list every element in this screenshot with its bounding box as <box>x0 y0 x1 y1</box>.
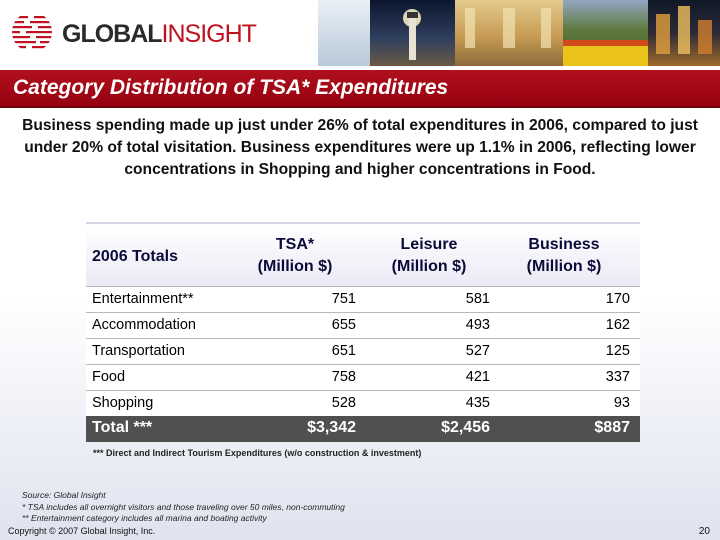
total-category: Total *** <box>92 419 153 436</box>
photo-strip <box>318 0 720 66</box>
header-business-label: Business <box>528 236 600 253</box>
table-footnote: *** Direct and Indirect Tourism Expendit… <box>93 448 422 458</box>
table-row: Shopping 528 435 93 <box>86 390 640 416</box>
header-tsa-label: TSA* <box>275 236 315 253</box>
row-tsa: 651 <box>331 343 356 359</box>
header-leisure-unit: (Million $) <box>391 258 467 275</box>
brand-name-light: INSIGHT <box>161 20 257 48</box>
row-leisure: 527 <box>465 343 490 359</box>
photo-city-night <box>648 0 720 66</box>
photo-sky <box>318 0 370 66</box>
row-category: Accommodation <box>92 317 196 333</box>
row-leisure: 493 <box>465 317 490 333</box>
brand-wordmark: GLOBALINSIGHT <box>62 20 257 48</box>
header-leisure-label: Leisure <box>400 236 458 253</box>
row-business: 337 <box>605 369 630 385</box>
row-business: 162 <box>605 317 630 333</box>
table-row: Entertainment** 751 581 170 <box>86 286 640 312</box>
source-notes: Source: Global Insight * TSA includes al… <box>22 490 345 525</box>
row-business: 170 <box>605 291 630 307</box>
row-category: Transportation <box>92 343 185 359</box>
total-tsa: $3,342 <box>307 419 356 436</box>
header-tsa-unit: (Million $) <box>257 258 333 275</box>
row-tsa: 655 <box>331 317 356 333</box>
row-category: Entertainment** <box>92 291 194 307</box>
photo-ballroom <box>455 0 563 66</box>
copyright: Copyright © 2007 Global Insight, Inc. <box>8 526 156 536</box>
title-bar: Category Distribution of TSA* Expenditur… <box>0 70 720 108</box>
row-leisure: 421 <box>465 369 490 385</box>
header-business-unit: (Million $) <box>526 258 602 275</box>
row-leisure: 435 <box>465 395 490 411</box>
row-business: 93 <box>613 395 630 411</box>
table-row: Transportation 651 527 125 <box>86 338 640 364</box>
row-leisure: 581 <box>465 291 490 307</box>
total-row: Total *** $3,342 $2,456 $887 <box>86 416 640 442</box>
row-category: Food <box>92 369 126 385</box>
brand-name-bold: GLOBAL <box>62 20 163 48</box>
total-business: $887 <box>594 419 630 436</box>
header-leisure: Leisure (Million $) <box>374 234 484 278</box>
header-business: Business (Million $) <box>506 234 622 278</box>
row-business: 125 <box>605 343 630 359</box>
photo-tulips <box>563 0 648 66</box>
row-tsa: 758 <box>331 369 356 385</box>
intro-paragraph: Business spending made up just under 26%… <box>22 117 698 178</box>
globe-logo-icon <box>12 16 52 49</box>
row-tsa: 751 <box>331 291 356 307</box>
photo-lighthouse <box>370 0 455 66</box>
page-number: 20 <box>698 526 710 537</box>
header-2006-totals: 2006 Totals <box>92 246 178 268</box>
note-entertainment: ** Entertainment category includes all m… <box>22 513 267 523</box>
note-tsa: * TSA includes all overnight visitors an… <box>22 501 345 512</box>
total-leisure: $2,456 <box>441 419 490 436</box>
page-title: Category Distribution of TSA* Expenditur… <box>13 76 449 99</box>
header-tsa: TSA* (Million $) <box>240 234 350 278</box>
table-header: 2006 Totals TSA* (Million $) Leisure (Mill… <box>86 222 640 286</box>
row-tsa: 528 <box>331 395 356 411</box>
header: GLOBALINSIGHT <box>0 0 720 70</box>
header-2006-totals-label: 2006 Totals <box>92 248 178 265</box>
expenditures-table: 2006 Totals TSA* (Million $) Leisure (Mill… <box>86 222 640 442</box>
table-row: Food 758 421 337 <box>86 364 640 390</box>
row-category: Shopping <box>92 395 154 411</box>
table-row: Accommodation 655 493 162 <box>86 312 640 338</box>
note-source: Source: Global Insight <box>22 490 106 500</box>
